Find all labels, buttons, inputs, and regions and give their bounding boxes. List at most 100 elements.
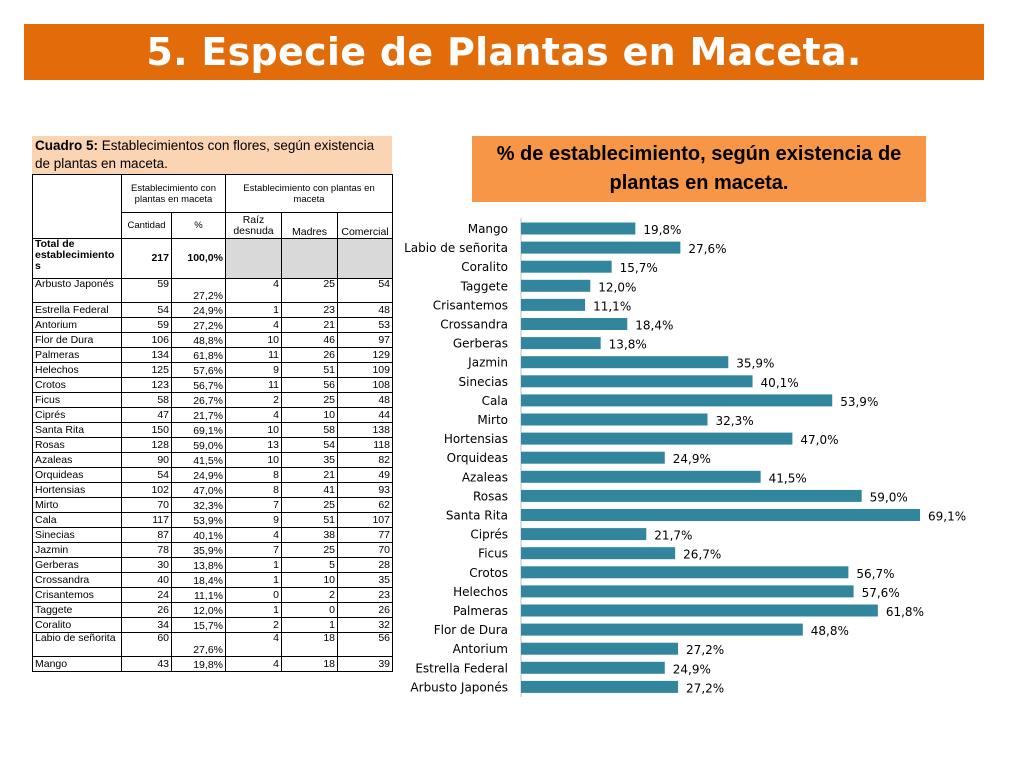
row-name: Arbusto Japonés: [32, 278, 122, 303]
category-label: Gerberas: [453, 337, 508, 351]
data-label: 59,0%: [870, 490, 908, 504]
category-label: Mango: [468, 222, 508, 236]
data-label: 56,7%: [856, 567, 894, 581]
data-label: 19,8%: [643, 223, 681, 237]
bar: [521, 470, 761, 483]
bar: [521, 432, 793, 445]
category-label: Helechos: [453, 585, 508, 599]
data-label: 15,7%: [620, 261, 658, 275]
row-cantidad: 60: [121, 632, 172, 657]
category-label: Rosas: [473, 489, 508, 503]
row-madres: 18: [281, 632, 338, 657]
data-label: 57,6%: [862, 586, 900, 600]
table-row: Jazmin 78 35,9% 7 25 70: [32, 542, 393, 558]
table-row: Crisantemos 24 11,1% 0 2 23: [32, 587, 393, 603]
table-row: Ciprés 47 21,7% 4 10 44: [32, 407, 393, 423]
header-madres: Madres: [281, 212, 338, 239]
bar: [521, 375, 753, 388]
category-label: Arbusto Japonés: [410, 680, 508, 694]
category-label: Ciprés: [470, 528, 508, 542]
header-raiz: Raíz desnuda: [225, 212, 282, 239]
category-label: Orquideas: [447, 451, 508, 465]
table-row: Mirto 70 32,3% 7 25 62: [32, 497, 393, 513]
total-empty-cell: [281, 238, 338, 279]
category-label: Taggete: [460, 279, 508, 293]
total-empty-cell: [337, 238, 393, 279]
category-label: Flor de Dura: [434, 623, 508, 637]
row-comercial: 39: [337, 656, 393, 672]
caption-label: Cuadro 5:: [35, 138, 99, 153]
row-comercial: 56: [337, 632, 393, 657]
category-label: Santa Rita: [446, 509, 508, 523]
table-row: Crossandra 40 18,4% 1 10 35: [32, 572, 393, 588]
row-madres: 18: [281, 656, 338, 672]
bar: [521, 604, 878, 617]
category-label: Ficus: [478, 547, 508, 561]
row-comercial: 54: [337, 278, 393, 303]
data-label: 40,1%: [761, 376, 799, 390]
row-pct: 19,8%: [171, 656, 226, 672]
table-row: Ficus 58 26,7% 2 25 48: [32, 392, 393, 408]
row-cantidad: 59: [121, 278, 172, 303]
bar: [521, 451, 665, 464]
total-cantidad: 217: [121, 238, 172, 279]
row-pct: 27,2%: [171, 278, 226, 303]
table-row: Cala 117 53,9% 9 51 107: [32, 512, 393, 528]
category-label: Palmeras: [453, 604, 508, 618]
data-label: 27,6%: [688, 242, 726, 256]
category-label: Estrella Federal: [415, 661, 508, 675]
bar: [521, 298, 586, 311]
bar: [521, 489, 862, 502]
table-row: Hortensias 102 47,0% 8 41 93: [32, 482, 393, 498]
data-label: 13,8%: [609, 338, 647, 352]
data-label: 12,0%: [598, 280, 636, 294]
table-row: Taggete 26 12,0% 1 0 26: [32, 602, 393, 618]
bar: [521, 356, 729, 369]
header-group-2: Establecimiento con plantas en maceta: [225, 174, 393, 213]
category-label: Mirto: [477, 413, 508, 427]
chart-title: % de establecimiento, según existencia d…: [472, 136, 926, 202]
header-group-1: Establecimiento con plantas en maceta: [121, 174, 226, 213]
bar: [521, 222, 636, 235]
table-row: Rosas 128 59,0% 13 54 118: [32, 437, 393, 453]
table-row: Mango 43 19,8% 4 18 39: [32, 656, 393, 672]
bar: [521, 318, 628, 330]
data-label: 26,7%: [683, 548, 721, 562]
bar: [521, 279, 591, 292]
data-label: 35,9%: [736, 357, 774, 371]
table-row: Arbusto Japonés 59 27,2% 4 25 54: [32, 278, 393, 303]
data-label: 32,3%: [716, 414, 754, 428]
data-label: 24,9%: [673, 452, 711, 466]
data-label: 69,1%: [928, 510, 966, 524]
table-row: Labio de señorita 60 27,6% 4 18 56: [32, 632, 393, 657]
data-label: 48,8%: [811, 624, 849, 638]
bar: [521, 680, 679, 693]
total-pct: 100,0%: [171, 238, 226, 279]
data-label: 47,0%: [800, 433, 838, 447]
bar: [521, 528, 647, 541]
bar: [521, 241, 681, 254]
category-label: Coralito: [461, 260, 508, 274]
bar: [521, 566, 849, 579]
bar: [521, 509, 920, 521]
data-label: 41,5%: [769, 471, 807, 485]
bar: [521, 413, 708, 426]
category-label: Antorium: [453, 642, 508, 656]
data-label: 27,2%: [686, 681, 724, 695]
bar: [521, 394, 833, 407]
category-label: Crisantemos: [433, 298, 508, 312]
table-row: Azaleas 90 41,5% 10 35 82: [32, 452, 393, 468]
caption-text: Establecimientos con flores, según exist…: [35, 138, 375, 171]
category-label: Hortensias: [444, 432, 508, 446]
data-label: 11,1%: [593, 299, 631, 313]
category-label: Crossandra: [440, 318, 508, 332]
bar: [521, 661, 665, 674]
data-label: 21,7%: [654, 529, 692, 543]
title-bar: 5. Especie de Plantas en Maceta.: [24, 24, 984, 80]
total-row: Total de establecimiento s 217 100,0%: [32, 238, 393, 279]
data-label: 61,8%: [886, 605, 924, 619]
category-label: Sinecias: [459, 375, 508, 389]
category-label: Azaleas: [462, 470, 508, 484]
data-table: Establecimiento con plantas en maceta Es…: [32, 174, 393, 672]
